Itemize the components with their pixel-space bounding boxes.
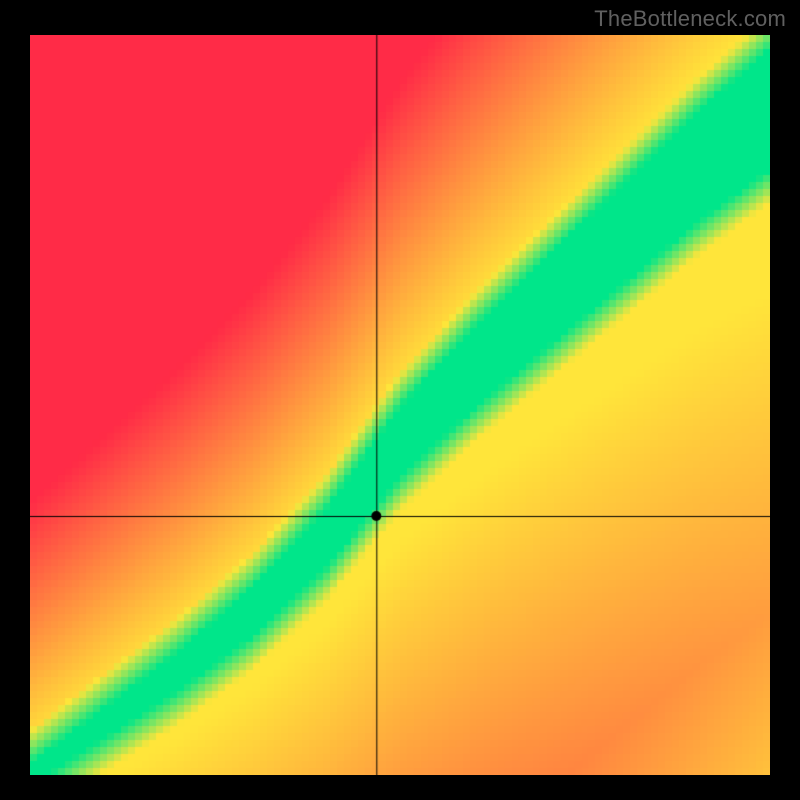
- watermark-text: TheBottleneck.com: [594, 6, 786, 32]
- plot-area: [30, 35, 770, 775]
- heatmap-canvas: [30, 35, 770, 775]
- chart-container: TheBottleneck.com: [0, 0, 800, 800]
